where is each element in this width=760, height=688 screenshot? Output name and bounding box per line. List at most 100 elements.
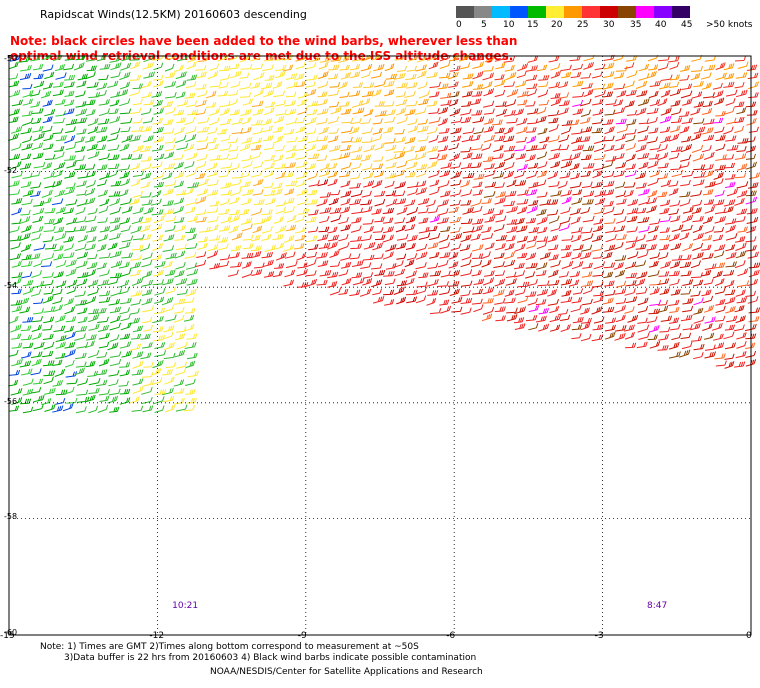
wind-barb xyxy=(174,224,186,233)
wind-barb xyxy=(109,272,122,279)
wind-barb xyxy=(142,305,155,313)
wind-barb xyxy=(417,197,430,206)
wind-barb xyxy=(561,260,574,270)
wind-barb xyxy=(176,341,188,350)
wind-barb xyxy=(8,133,19,141)
wind-barb xyxy=(481,143,492,151)
wind-barb xyxy=(152,279,164,286)
wind-barb xyxy=(506,307,518,314)
wind-barb xyxy=(8,349,19,357)
wind-barb xyxy=(350,235,362,242)
wind-barb xyxy=(602,171,615,178)
wind-barb xyxy=(8,315,19,324)
wind-barb xyxy=(131,216,144,225)
wind-barb xyxy=(284,251,296,259)
wind-barb xyxy=(680,154,692,162)
wind-barb xyxy=(715,62,726,70)
wind-barb xyxy=(605,155,617,162)
wind-barb xyxy=(583,89,594,97)
wind-barb xyxy=(173,161,184,170)
wind-barb xyxy=(360,154,372,162)
wind-barb xyxy=(374,142,385,151)
wind-barb xyxy=(638,197,651,206)
wind-barb xyxy=(33,243,46,251)
wind-barb xyxy=(670,164,682,171)
wind-barb xyxy=(64,171,76,179)
wind-barb xyxy=(536,226,548,234)
wind-barb xyxy=(242,243,254,250)
wind-barb xyxy=(285,224,297,232)
wind-barb xyxy=(549,314,562,323)
wind-barb xyxy=(527,118,538,125)
wind-barb xyxy=(704,181,716,188)
wind-barb xyxy=(64,154,76,161)
wind-barb xyxy=(229,252,240,259)
wind-barb xyxy=(22,189,34,197)
wind-barb xyxy=(385,263,397,270)
wind-barb xyxy=(592,270,605,277)
wind-barb xyxy=(162,128,175,134)
wind-barb xyxy=(96,351,108,359)
wind-barb xyxy=(646,205,657,214)
wind-barb xyxy=(85,170,96,178)
wind-barb xyxy=(417,118,428,125)
wind-barb xyxy=(371,263,383,270)
wind-barb xyxy=(29,253,41,260)
wind-barb xyxy=(263,271,275,278)
wind-barb xyxy=(648,260,659,268)
wind-barb xyxy=(572,316,584,324)
wind-barb xyxy=(536,161,548,169)
wind-barb xyxy=(604,126,615,135)
wind-barb xyxy=(604,331,616,340)
wind-barb xyxy=(264,162,275,170)
wind-barb xyxy=(669,88,682,97)
wind-barb xyxy=(648,324,660,333)
wind-barb xyxy=(624,80,635,89)
wind-barb xyxy=(41,197,52,205)
wind-barb xyxy=(206,207,219,214)
wind-barb xyxy=(328,64,340,71)
wind-barb xyxy=(725,98,736,106)
wind-barb xyxy=(737,226,748,233)
wind-barb xyxy=(286,214,297,223)
wind-barb xyxy=(21,224,32,233)
wind-barb xyxy=(317,234,329,242)
wind-barb xyxy=(671,169,684,178)
wind-barb xyxy=(165,286,176,294)
wind-barb xyxy=(592,170,603,179)
wind-barb xyxy=(470,134,481,142)
wind-barb xyxy=(220,189,233,196)
wind-barb xyxy=(143,362,154,368)
wind-barb xyxy=(395,151,406,160)
wind-barb xyxy=(747,296,759,304)
wind-barb xyxy=(746,225,757,234)
wind-barb xyxy=(40,90,52,99)
wind-barb xyxy=(692,242,704,251)
wind-barb xyxy=(602,206,615,215)
wind-barb xyxy=(253,199,265,206)
wind-barb xyxy=(31,226,44,234)
wind-barb xyxy=(338,269,349,277)
wind-barb xyxy=(450,127,462,135)
legend-label: 35 xyxy=(630,20,642,30)
wind-barb xyxy=(330,261,341,268)
wind-barb xyxy=(52,81,64,88)
wind-barb xyxy=(373,170,385,178)
wind-barb xyxy=(151,161,163,169)
wind-barb xyxy=(526,170,538,179)
wind-barb xyxy=(636,271,648,279)
wind-barb xyxy=(704,205,715,214)
wind-barb xyxy=(426,71,438,79)
wind-barb xyxy=(592,225,604,233)
wind-barb xyxy=(526,205,539,214)
wind-barb xyxy=(594,143,606,153)
wind-barb xyxy=(714,287,726,295)
wind-barb xyxy=(624,100,635,108)
wind-barb xyxy=(637,152,650,160)
wind-barb xyxy=(175,71,187,80)
wind-barb xyxy=(703,134,715,142)
wind-barb xyxy=(63,74,76,81)
wind-barb xyxy=(88,151,100,160)
wind-barb xyxy=(736,208,748,215)
wind-barb xyxy=(516,70,527,79)
